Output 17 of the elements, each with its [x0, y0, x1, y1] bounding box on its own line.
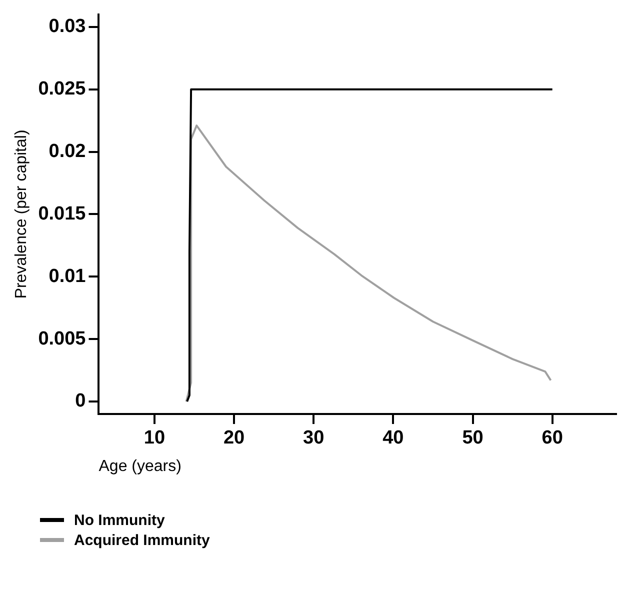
y-tick-label: 0.025: [38, 78, 86, 100]
y-tick-label: 0.03: [48, 16, 86, 38]
y-tick-label: 0.005: [38, 328, 86, 350]
y-tick-label: 0.02: [48, 140, 86, 162]
x-axis-title: Age (years): [98, 458, 182, 475]
x-tick-label: 10: [144, 428, 166, 449]
x-tick-label: 30: [303, 428, 324, 449]
x-tick-label: 40: [382, 428, 404, 449]
y-tick-label: 0.01: [48, 266, 86, 287]
y-tick-label: 0.015: [38, 203, 86, 224]
legend-label: No Immunity: [74, 512, 165, 528]
x-tick-label: 50: [462, 428, 484, 449]
x-tick-label: 60: [542, 428, 563, 449]
x-tick-label: 20: [223, 428, 245, 449]
y-tick-label: 0: [75, 390, 86, 412]
legend-label: Acquired Immunity: [74, 532, 210, 548]
y-axis-title: Prevalence (per capital): [13, 130, 30, 299]
